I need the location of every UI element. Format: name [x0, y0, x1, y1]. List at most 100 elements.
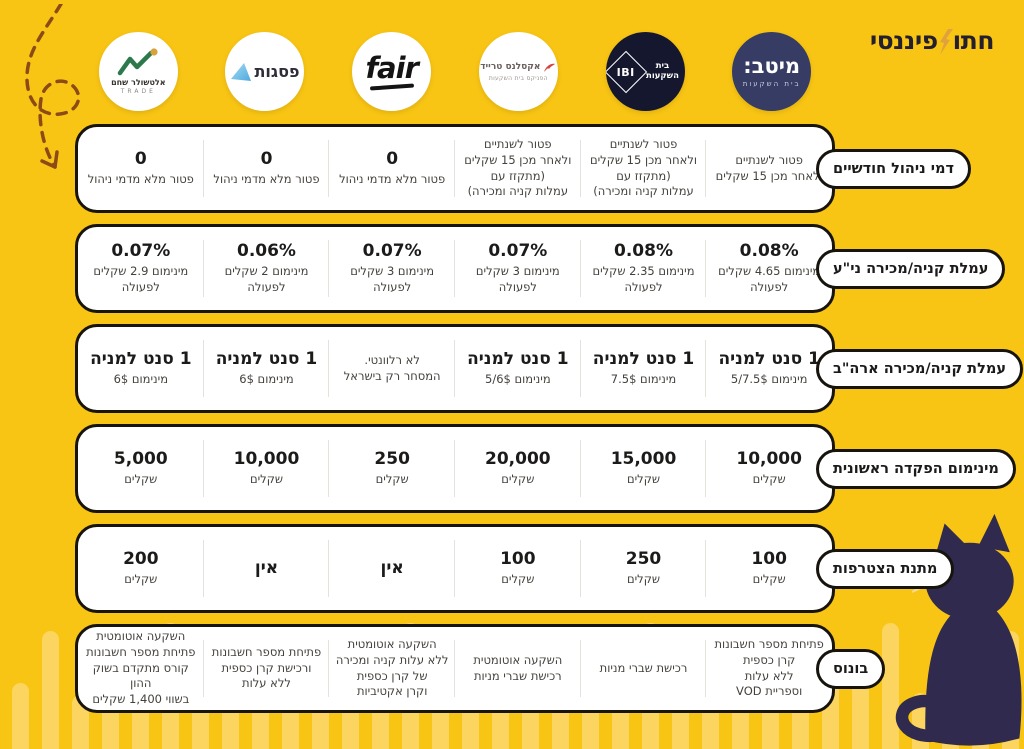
altshuler-logo-subtitle: TRADE: [120, 88, 156, 95]
table-cell: פטור לשנתיים ולאחר מכן 15 שקלים: [706, 127, 832, 210]
stripe-bar: [42, 631, 59, 749]
row-label: מינימום הפקדה ראשונית: [816, 448, 1016, 489]
table-cell: אין: [204, 527, 330, 610]
table-cell: רכישת שברי מניות: [581, 627, 707, 710]
cell-value: 1 סנט למניה: [467, 349, 569, 370]
cell-detail: שקלים: [124, 571, 158, 586]
row-label: דמי ניהול חודשיים: [816, 148, 972, 189]
cell-detail: השקעה אוטומטית פתיחת מספר חשבונות קורס מ…: [86, 628, 196, 707]
cell-value: 250: [374, 449, 410, 470]
black-cat-illustration: [895, 513, 1022, 746]
cell-value: 100: [500, 549, 536, 570]
cell-detail: מינימום 6$: [113, 371, 169, 386]
row-card: 100 שקלים 250 שקלים 100 שקלים אין אין 200 שקלים מת…: [75, 524, 955, 613]
row-card: פטור לשנתיים ולאחר מכן 15 שקלים פטור לשנת…: [75, 124, 972, 213]
cell-detail: שקלים: [626, 471, 661, 486]
table-cell: 100 שקלים: [706, 527, 832, 610]
table-cell: השקעה אוטומטית ללא עלות קניה ומכירה של ק…: [329, 627, 455, 710]
table-cell: 0 פטור מלא מדמי ניהול: [329, 127, 455, 210]
cell-detail: פטור לשנתיים ולאחר מכן 15 שקלים (מתקזז ע…: [464, 136, 572, 199]
table-cell: השקעה אוטומטית פתיחת מספר חשבונות קורס מ…: [78, 627, 204, 710]
cell-value: 0.07%: [111, 241, 171, 262]
company-logo-fair: fair: [328, 32, 455, 111]
meitav-logo-subtitle: בית השקעות: [742, 79, 801, 88]
excellence-logo-subtitle: הפניקס בית השקעות: [488, 74, 548, 82]
cell-detail: לא רלוונטי. המסחר רק בישראל: [343, 352, 441, 383]
cell-value: 0: [260, 149, 273, 170]
stripe-bar: [882, 623, 899, 749]
psagot-logo-title: פסגות: [254, 62, 300, 81]
cell-value: אין: [380, 558, 404, 579]
cell-detail: מינימום 5/6$: [485, 371, 551, 386]
row-label: בונוס: [816, 648, 886, 689]
cell-detail: שקלים: [501, 571, 535, 586]
cell-value: 10,000: [736, 449, 802, 470]
brand-logo: חתו פיננסי: [869, 26, 995, 55]
table-cell: 1 סנט למניה מינימום 7.5$: [581, 327, 707, 410]
table-cell: 1 סנט למניה מינימום 6$: [204, 327, 330, 410]
company-logo-ibi: בית השקעות IBI: [582, 32, 709, 111]
cell-detail: פטור לשנתיים ולאחר מכן 15 שקלים: [715, 152, 823, 183]
cell-value: 100: [751, 549, 787, 570]
cell-detail: מינימום 2.9 שקלים לפעולה: [93, 263, 189, 294]
brand-part2: פיננסי: [869, 26, 938, 55]
altshuler-chart-icon: [118, 48, 158, 76]
fair-logo-title: fair: [365, 51, 418, 85]
brand-part1: חתו: [952, 26, 995, 55]
cell-detail: פטור מלא מדמי ניהול: [213, 171, 320, 186]
altshuler-logo-circle: אלטשולר שחם TRADE: [98, 32, 178, 111]
table-cell: 0.08% מינימום 4.65 שקלים לפעולה: [706, 227, 832, 310]
cell-detail: מינימום 2.35 שקלים לפעולה: [592, 263, 695, 294]
row-label: עמלת קניה/מכירה ני"ע: [816, 248, 1006, 289]
company-logo-meitav: מיטב: בית השקעות: [708, 32, 835, 111]
cell-detail: שקלים: [626, 571, 661, 586]
cell-value: 20,000: [485, 449, 551, 470]
table-cell: 1 סנט למניה מינימום 5/7.5$: [706, 327, 832, 410]
table-cell: 0.07% מינימום 2.9 שקלים לפעולה: [78, 227, 204, 310]
cell-value: 5,000: [113, 449, 168, 470]
table-cell: פתיחת מספר חשבונות קרן כספית ללא עלות וס…: [706, 627, 832, 710]
lightning-icon: [939, 29, 953, 55]
cell-value: 0: [386, 149, 399, 170]
table-cell: 0 פטור מלא מדמי ניהול: [204, 127, 330, 210]
cell-detail: שקלים: [124, 471, 158, 486]
ibi-diamond-icon: IBI: [605, 50, 648, 93]
excellence-logo-circle: אקסלנס טרייד הפניקס בית השקעות: [478, 32, 558, 111]
fair-logo-circle: fair: [352, 32, 432, 111]
psagot-triangle-icon: [230, 62, 251, 81]
cell-detail: השקעה אוטומטית ללא עלות קניה ומכירה של ק…: [335, 636, 449, 699]
cell-value: 1 סנט למניה: [215, 349, 318, 370]
phoenix-bird-icon: [544, 63, 556, 72]
table-cell: 250 שקלים: [581, 527, 707, 610]
cell-value: 1 סנט למניה: [592, 349, 695, 370]
table-cell: 0.08% מינימום 2.35 שקלים לפעולה: [581, 227, 707, 310]
table-cell: השקעה אוטומטית רכישת שברי מניות: [455, 627, 581, 710]
row-label: מתנת הצטרפות: [816, 548, 955, 589]
cell-detail: מינימום 5/7.5$: [730, 371, 808, 386]
cell-detail: פתיחת מספר חשבונות קרן כספית ללא עלות וס…: [714, 636, 824, 699]
cell-value: 0.06%: [236, 241, 296, 262]
altshuler-logo-title: אלטשולר שחם: [111, 78, 166, 87]
table-cell: 15,000 שקלים: [581, 427, 707, 510]
company-logo-psagot: פסגות: [202, 32, 329, 111]
ibi-logo-title: IBI: [616, 65, 636, 79]
cell-value: 200: [123, 549, 159, 570]
meitav-logo-title: מיטב:: [743, 53, 801, 78]
table-cell: 250 שקלים: [329, 427, 455, 510]
cell-detail: פטור מלא מדמי ניהול: [87, 171, 194, 186]
cell-value: 0.07%: [362, 241, 422, 262]
cell-detail: שקלים: [752, 471, 786, 486]
cell-detail: מינימום 6$: [239, 371, 294, 386]
cell-detail: שקלים: [375, 471, 409, 486]
row-label: עמלת קניה/מכירה ארה"ב: [816, 348, 1024, 389]
table-cell: 1 סנט למניה מינימום 6$: [78, 327, 204, 410]
cell-detail: שקלים: [501, 471, 535, 486]
table-cell: 0.07% מינימום 3 שקלים לפעולה: [329, 227, 455, 310]
table-cell: 5,000 שקלים: [78, 427, 204, 510]
row-card: 1 סנט למניה מינימום 5/7.5$ 1 סנט למניה מיני…: [75, 324, 1024, 413]
table-cell: 0.07% מינימום 3 שקלים לפעולה: [455, 227, 581, 310]
psagot-logo-circle: פסגות: [225, 32, 305, 111]
cell-value: 0.08%: [739, 241, 799, 262]
table-cell: פטור לשנתיים ולאחר מכן 15 שקלים (מתקזז ע…: [455, 127, 581, 210]
cell-detail: שקלים: [249, 471, 283, 486]
